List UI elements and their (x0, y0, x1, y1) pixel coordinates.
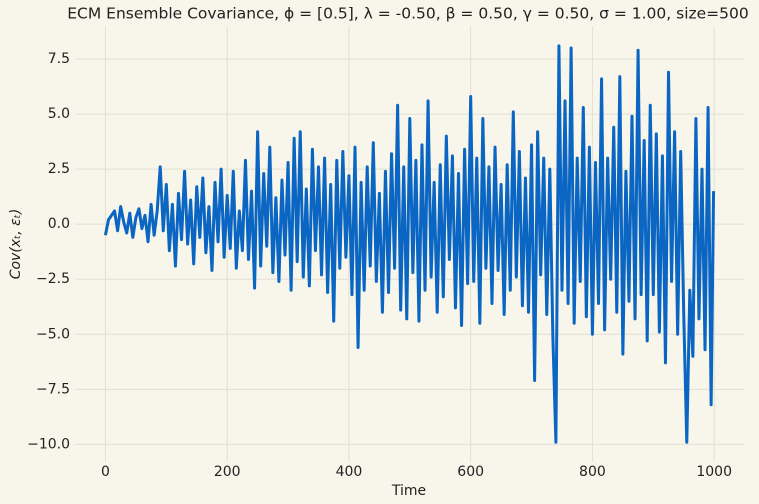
data-line (103, 44, 716, 444)
x-tick-label: 1000 (696, 464, 732, 480)
chart-title: ECM Ensemble Covariance, ϕ = [0.5], λ = … (67, 5, 749, 23)
y-tick-label: −5.0 (36, 326, 70, 342)
x-tick-label: 400 (336, 464, 363, 480)
y-tick-label: −7.5 (36, 381, 70, 397)
x-tick-label: 200 (214, 464, 241, 480)
x-tick-label: 600 (457, 464, 484, 480)
y-tick-label: 5.0 (48, 106, 70, 122)
y-tick-label: −2.5 (36, 271, 70, 287)
x-tick-label: 800 (579, 464, 606, 480)
y-tick-label: 2.5 (48, 161, 70, 177)
y-tick-label: −10.0 (27, 436, 70, 452)
x-tick-label: 0 (101, 464, 110, 480)
x-axis-label: Time (391, 483, 426, 499)
y-tick-label: 7.5 (48, 51, 70, 67)
y-tick-label: 0.0 (48, 216, 70, 232)
y-axis-label: Cov(xₜ, εₜ) (8, 209, 24, 280)
